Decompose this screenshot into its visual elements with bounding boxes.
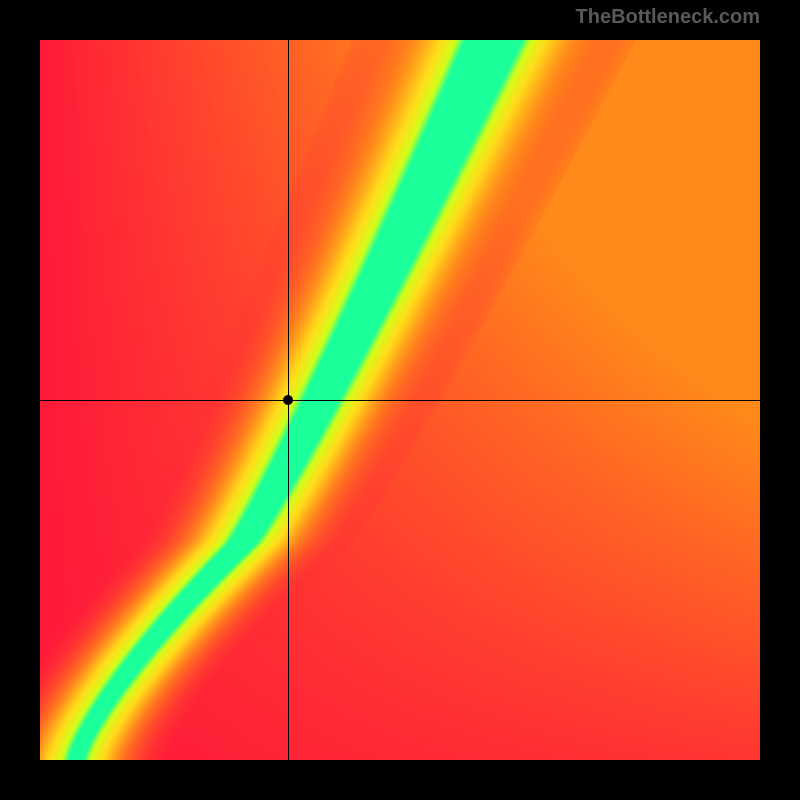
crosshair-marker (283, 395, 293, 405)
watermark-text: TheBottleneck.com (576, 6, 760, 29)
crosshair-horizontal (40, 400, 760, 401)
bottleneck-heatmap (40, 40, 760, 760)
